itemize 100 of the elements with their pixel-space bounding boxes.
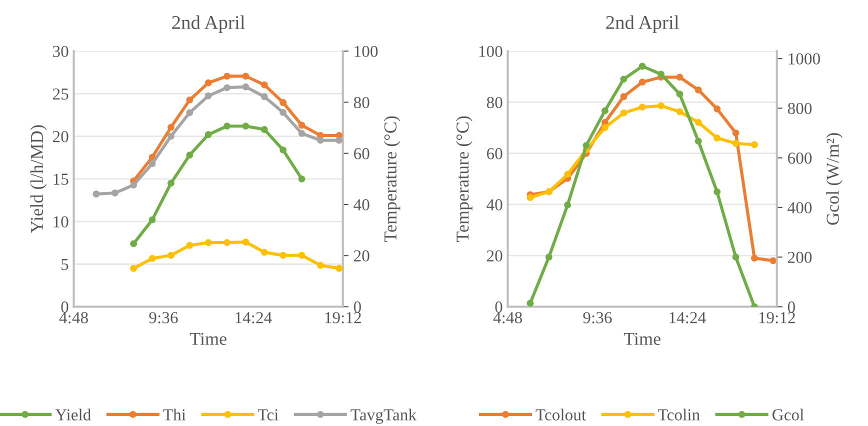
point xyxy=(167,132,174,140)
point xyxy=(260,93,268,100)
x-tick-label: 14:24 xyxy=(236,312,272,324)
point xyxy=(224,239,230,246)
point xyxy=(242,122,250,130)
x-tick-label: 4:48 xyxy=(59,312,88,324)
point xyxy=(224,72,230,80)
point xyxy=(204,92,212,100)
legend-label: Yield xyxy=(55,408,91,420)
point xyxy=(92,190,100,198)
point xyxy=(298,252,306,259)
point xyxy=(582,142,590,149)
point xyxy=(111,190,118,196)
x-axis-title: Time xyxy=(624,332,660,345)
point xyxy=(770,257,777,264)
point xyxy=(204,131,212,138)
point xyxy=(638,104,646,111)
point xyxy=(564,170,572,178)
point xyxy=(694,138,702,145)
point xyxy=(298,130,306,137)
point xyxy=(280,99,287,106)
y2-axis-title: Temperature (°C) xyxy=(384,116,400,242)
y2-tick-label: 40 xyxy=(354,199,370,210)
y-tick-label: 0 xyxy=(61,301,68,313)
point xyxy=(638,62,646,70)
point xyxy=(280,108,287,116)
point xyxy=(601,107,608,114)
point xyxy=(545,254,552,261)
point xyxy=(242,72,250,80)
point xyxy=(167,252,174,259)
y-tick-label: 15 xyxy=(54,174,68,185)
y-axis-title: Yield (l/h/MD) xyxy=(30,125,47,234)
point xyxy=(148,160,156,168)
legend-label: TavgTank xyxy=(350,408,417,424)
point xyxy=(564,202,572,208)
point xyxy=(526,194,534,202)
x-tick-label: 4:48 xyxy=(493,312,522,324)
point xyxy=(186,152,194,159)
y-tick-label: 25 xyxy=(52,88,68,100)
y2-tick-label: 80 xyxy=(354,96,370,108)
point xyxy=(336,136,343,144)
x-tick-label: 19:12 xyxy=(325,312,361,324)
point xyxy=(732,129,740,136)
point xyxy=(676,90,684,98)
y-tick-label: 20 xyxy=(486,250,502,262)
point xyxy=(336,264,343,272)
y2-tick-label: 200 xyxy=(788,252,812,264)
legend-label: Gcol xyxy=(772,408,804,420)
x-axis-title: Time xyxy=(190,332,226,345)
point xyxy=(204,239,212,246)
point xyxy=(620,110,628,116)
y2-tick-label: 20 xyxy=(354,250,370,262)
point xyxy=(298,175,306,182)
point xyxy=(130,264,138,272)
y2-tick-label: 100 xyxy=(354,46,378,58)
point xyxy=(316,262,324,269)
y-tick-label: 20 xyxy=(52,131,68,142)
y2-tick-label: 0 xyxy=(788,301,795,313)
point xyxy=(242,83,250,90)
legend-label: Tci xyxy=(258,409,278,420)
legend-label: Tcolout xyxy=(536,408,586,420)
point xyxy=(750,254,758,262)
point xyxy=(750,141,758,148)
point xyxy=(714,134,721,142)
point xyxy=(298,122,306,129)
point xyxy=(638,78,646,86)
point xyxy=(260,248,268,256)
y2-tick-label: 60 xyxy=(354,148,370,160)
point xyxy=(714,188,721,196)
point xyxy=(186,96,194,104)
point xyxy=(316,136,324,144)
y-tick-label: 5 xyxy=(62,258,68,270)
point xyxy=(130,240,138,248)
point xyxy=(280,146,287,154)
point xyxy=(260,81,268,88)
point xyxy=(167,180,174,187)
y-tick-label: 80 xyxy=(486,96,502,108)
point xyxy=(130,182,138,189)
point xyxy=(732,140,740,147)
point xyxy=(224,122,230,130)
y-tick-label: 10 xyxy=(54,216,68,228)
y2-tick-label: 800 xyxy=(788,102,812,114)
y2-axis-title: Gcol (W/m²) xyxy=(826,133,843,225)
x-tick-label: 19:12 xyxy=(759,312,795,324)
chart-title: 2nd April xyxy=(172,15,245,34)
x-tick-label: 9:36 xyxy=(149,312,178,324)
point xyxy=(658,70,664,78)
point xyxy=(620,76,628,83)
point xyxy=(732,254,740,261)
point xyxy=(676,108,684,116)
y-tick-label: 40 xyxy=(486,199,502,210)
y2-tick-label: 600 xyxy=(788,152,812,164)
point xyxy=(186,242,194,249)
point xyxy=(694,86,702,94)
point xyxy=(260,126,268,133)
chart-title: 2nd April xyxy=(606,15,679,34)
x-tick-label: 14:24 xyxy=(670,312,706,324)
point xyxy=(658,102,664,110)
point xyxy=(694,118,702,126)
y-tick-label: 100 xyxy=(479,46,502,58)
